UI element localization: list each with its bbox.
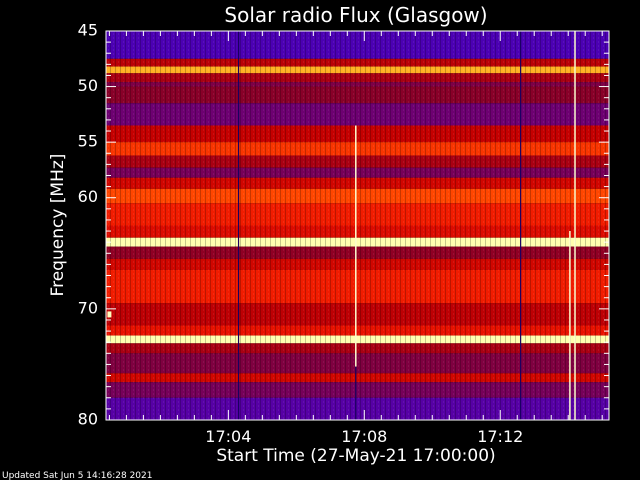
bright-spot [107, 311, 112, 318]
plot-frame [105, 30, 610, 421]
spectral-features [107, 31, 576, 420]
plot-area [106, 31, 609, 420]
x-tick-label: 17:04 [205, 427, 251, 446]
x-tick-label: 17:08 [341, 427, 387, 446]
x-axis: 17:04 17:08 17:12 [108, 31, 603, 446]
y-axis: 45 50 55 60 70 80 [78, 21, 609, 429]
updated-timestamp: Updated Sat Jun 5 14:16:28 2021 [2, 471, 152, 480]
y-tick-label: 80 [78, 410, 98, 429]
y-tick-label: 50 [78, 76, 98, 95]
y-tick-label: 45 [78, 21, 98, 40]
x-axis-label: Start Time (27-May-21 17:00:00) [216, 446, 495, 466]
x-tick-label: 17:12 [477, 427, 523, 446]
chart-title: Solar radio Flux (Glasgow) [224, 3, 487, 27]
noise-texture [106, 31, 609, 420]
y-axis-label: Frequency [MHz] [48, 154, 68, 297]
y-tick-label: 60 [78, 187, 98, 206]
y-tick-label: 70 [78, 298, 98, 317]
y-tick-label: 55 [78, 132, 98, 151]
